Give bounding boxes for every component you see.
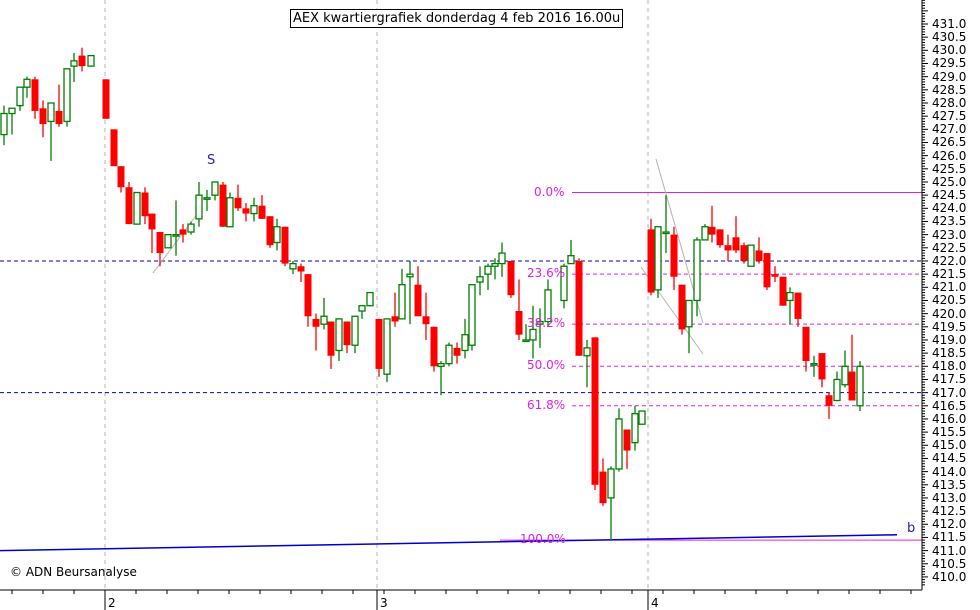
fib-label: 50.0% [527, 358, 566, 373]
y-tick-label: 414.0 [932, 464, 967, 479]
y-tick-label: 419.0 [932, 332, 967, 347]
y-tick-label: 415.5 [932, 425, 967, 440]
b-annotation: b [907, 521, 916, 536]
y-tick-label: 428.5 [932, 82, 967, 97]
y-tick-label: 415.0 [932, 438, 967, 453]
y-tick-label: 422.5 [932, 240, 967, 255]
y-tick-label: 414.5 [932, 451, 967, 466]
fib-label: 23.6% [527, 266, 566, 281]
candles [0, 47, 864, 541]
y-tick-label: 430.5 [932, 30, 967, 45]
y-tick-label: 410.5 [932, 556, 967, 571]
y-tick-label: 422.0 [932, 253, 967, 268]
fib-label: 61.8% [527, 397, 566, 412]
y-tick-label: 427.5 [932, 109, 967, 124]
y-tick-label: 419.5 [932, 319, 967, 334]
axes [0, 0, 928, 610]
x-tick-label: 2 [108, 596, 116, 610]
y-tick-label: 428.0 [932, 95, 967, 110]
y-tick-label: 426.5 [932, 135, 967, 150]
y-tick-label: 423.0 [932, 227, 967, 242]
y-tick-label: 411.0 [932, 543, 967, 558]
y-tick-label: 417.5 [932, 372, 967, 387]
y-tick-label: 420.5 [932, 293, 967, 308]
x-tick-label: 3 [380, 596, 388, 610]
y-tick-label: 411.5 [932, 530, 967, 545]
y-tick-label: 421.5 [932, 267, 967, 282]
y-tick-label: 429.5 [932, 56, 967, 71]
y-tick-label: 412.0 [932, 517, 967, 532]
y-tick-label: 426.0 [932, 148, 967, 163]
helper-lines [152, 158, 704, 355]
fibonacci-lines [500, 192, 922, 541]
y-tick-label: 431.0 [932, 17, 967, 31]
y-tick-label: 418.0 [932, 359, 967, 374]
chart-title: AEX kwartiergrafiek donderdag 4 feb 2016… [290, 9, 624, 28]
y-tick-label: 413.0 [932, 490, 967, 505]
trendline [0, 534, 898, 552]
s-annotation: S [207, 153, 216, 168]
y-tick-label: 410.0 [932, 569, 967, 584]
y-tick-label: 424.0 [932, 201, 967, 216]
y-tick-label: 416.5 [932, 398, 967, 413]
y-tick-label: 418.5 [932, 346, 967, 361]
y-tick-label: 423.5 [932, 214, 967, 229]
y-tick-label: 421.0 [932, 280, 967, 295]
y-tick-label: 420.0 [932, 306, 967, 321]
y-tick-label: 430.0 [932, 43, 967, 58]
y-tick-label: 424.5 [932, 188, 967, 203]
fib-label: 38.2% [527, 316, 566, 331]
y-tick-label: 417.0 [932, 385, 967, 400]
y-tick-label: 427.0 [932, 122, 967, 137]
y-tick-label: 425.5 [932, 161, 967, 176]
x-tick-label: 4 [651, 596, 659, 610]
y-tick-label: 425.0 [932, 174, 967, 189]
y-tick-label: 416.0 [932, 411, 967, 426]
y-tick-label: 413.5 [932, 477, 967, 492]
y-tick-label: 429.0 [932, 69, 967, 84]
fib-label: 0.0% [534, 184, 565, 199]
fib-label: 100.0% [520, 532, 566, 547]
copyright-label: © ADN Beursanalyse [10, 565, 137, 579]
y-tick-label: 412.5 [932, 504, 967, 519]
